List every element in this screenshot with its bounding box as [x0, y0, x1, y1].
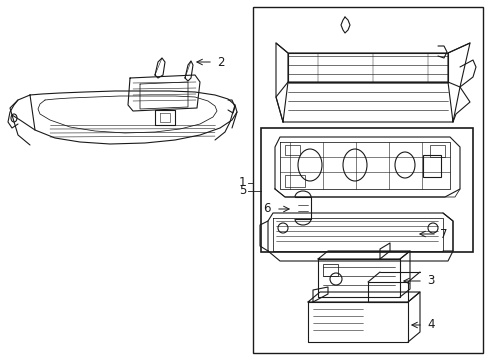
Text: 3: 3 [426, 274, 433, 288]
Text: 1: 1 [238, 176, 245, 189]
Bar [422, 155, 440, 177]
Bar [252, 7, 482, 353]
Text: 6: 6 [263, 202, 270, 216]
Bar [261, 128, 472, 252]
Text: 5: 5 [238, 184, 245, 198]
Text: 4: 4 [426, 319, 434, 332]
Text: 2: 2 [217, 55, 224, 68]
Bar [285, 145, 299, 155]
Bar [323, 264, 337, 276]
Bar [429, 145, 444, 157]
Text: 7: 7 [439, 228, 447, 240]
Bar [285, 175, 305, 187]
